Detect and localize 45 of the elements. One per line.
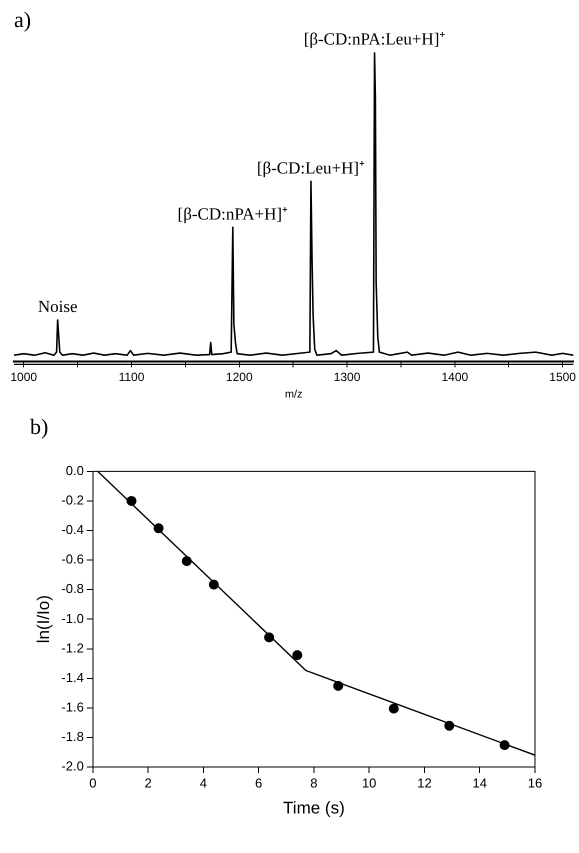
x-tick-label: 14: [472, 775, 487, 790]
y-tick-label: -1.8: [61, 729, 84, 744]
x-tick-label: 1100: [118, 370, 145, 384]
chart-title: b): [30, 414, 48, 439]
point: [388, 704, 399, 714]
x-tick-label: 8: [310, 775, 318, 790]
x-axis-title: m/z: [284, 388, 303, 400]
x-tick-label: 1000: [10, 370, 38, 384]
point: [182, 556, 192, 566]
y-tick-label: -0.4: [61, 522, 84, 538]
x-tick-label: 2: [144, 775, 152, 790]
y-tick-label: -1.0: [61, 610, 84, 626]
y-tick-label: -1.4: [61, 670, 84, 685]
x-tick-label: 10: [362, 775, 376, 790]
y-tick-label: -0.6: [61, 552, 84, 567]
x-tick-label: 12: [417, 775, 432, 790]
point: [500, 740, 510, 750]
point: [154, 523, 164, 534]
y-tick-label: -2.0: [61, 758, 84, 774]
x-tick-label: 6: [255, 775, 262, 790]
y-tick-label: -0.2: [61, 492, 84, 508]
x-tick-label: 1400: [441, 370, 468, 384]
annotation: [β-CD:nPA+H]⁺: [178, 204, 288, 224]
x-tick-label: 1300: [334, 370, 361, 384]
point: [126, 496, 136, 506]
x-tick-label: 4: [200, 775, 207, 790]
x-tick-label: 1200: [226, 370, 253, 384]
x-axis-title: Time (s): [283, 798, 345, 818]
point: [292, 650, 302, 660]
x-tick-label: 0: [89, 775, 96, 790]
x-tick-label: 16: [528, 775, 542, 790]
x-tick-label: 1500: [549, 370, 576, 384]
annotation: [β-CD:nPA:Leu+H]⁺: [304, 29, 446, 48]
y-tick-label: -1.6: [61, 699, 84, 714]
point: [264, 632, 274, 642]
y-tick-label: -0.8: [61, 581, 84, 596]
y-tick-label: -1.2: [61, 640, 84, 656]
annotation: [β-CD:Leu+H]⁺: [256, 158, 366, 178]
point: [208, 580, 219, 590]
annotation: Noise: [38, 296, 78, 316]
point: [444, 720, 454, 731]
point: [333, 680, 344, 691]
y-tick-label: 0.0: [66, 462, 84, 478]
y-axis-title: ln(I/Io): [34, 595, 53, 644]
chart-title: a): [14, 6, 32, 32]
